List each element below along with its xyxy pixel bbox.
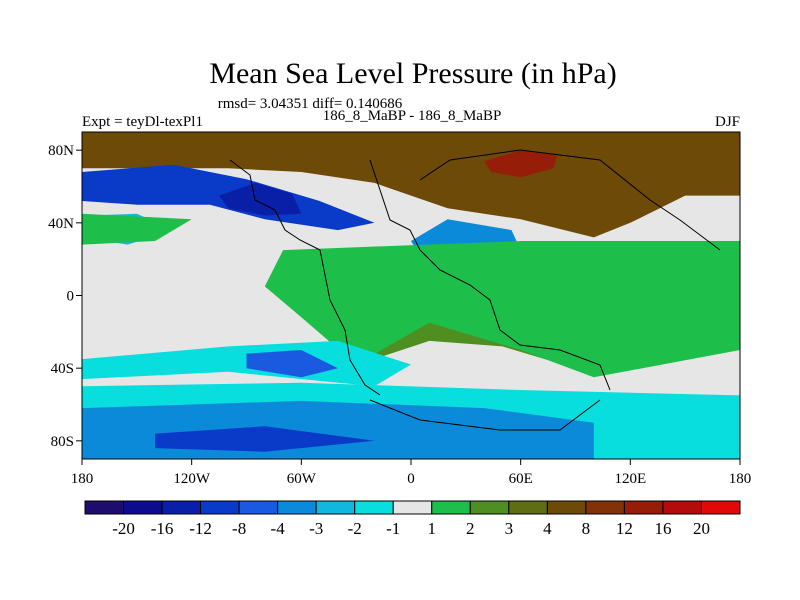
colorbar-swatch bbox=[277, 500, 317, 515]
colorbar-level-label: 20 bbox=[693, 519, 710, 538]
colorbar-level-label: -20 bbox=[112, 519, 135, 538]
x-tick-label: 60E bbox=[509, 471, 533, 487]
colorbar-level-label: -1 bbox=[386, 519, 400, 538]
colorbar-swatch bbox=[623, 500, 664, 515]
colorbar-swatch bbox=[662, 500, 702, 515]
colorbar-swatch bbox=[315, 500, 356, 515]
colorbar-level-label: 2 bbox=[466, 519, 475, 538]
colorbar-swatch bbox=[469, 500, 510, 515]
colorbar-level-label: 8 bbox=[582, 519, 591, 538]
season-label: DJF bbox=[715, 114, 740, 130]
region-positive-nw-green bbox=[82, 213, 192, 245]
region-negative-southern-core bbox=[155, 426, 375, 452]
colorbar-swatch bbox=[508, 500, 548, 515]
colorbar-level-label: -12 bbox=[189, 519, 212, 538]
colorbar-swatch bbox=[354, 500, 394, 515]
region-positive-12-16-siberia bbox=[484, 150, 558, 178]
x-tick-label: 60W bbox=[287, 471, 317, 487]
colorbar-level-label: 4 bbox=[543, 519, 552, 538]
experiment-label: Expt = teyDl-texPl1 bbox=[82, 114, 203, 130]
comparison-label: 186_8_MaBP - 186_8_MaBP bbox=[323, 108, 502, 124]
coastline-africa-europe bbox=[369, 159, 611, 391]
region-negative-south-core bbox=[246, 350, 338, 378]
region-positive-africa-green bbox=[264, 241, 740, 378]
colorbar-labels: -20 -16 -12 -8 -4 -3 -2 -1 1 2 3 4 8 12 16 20 bbox=[112, 519, 710, 538]
colorbar-swatch bbox=[585, 500, 625, 515]
x-tick-label: 0 bbox=[407, 471, 415, 487]
chart-title: Mean Sea Level Pressure (in hPa) bbox=[209, 57, 616, 90]
colorbar-swatch bbox=[546, 500, 587, 515]
contour-regions bbox=[82, 132, 740, 459]
colorbar-level-label: -8 bbox=[232, 519, 246, 538]
colorbar-level-label: 1 bbox=[428, 519, 437, 538]
colorbar-swatch bbox=[431, 500, 471, 515]
y-tick-label: 40S bbox=[51, 361, 74, 377]
coastline-asia bbox=[419, 149, 721, 251]
stats-label: rmsd= 3.04351 diff= 0.140686 bbox=[218, 96, 403, 112]
coastline-australia bbox=[369, 399, 601, 431]
colorbar-level-label: -3 bbox=[309, 519, 323, 538]
x-axis: 180 120W 60W 0 60E 120E 180 bbox=[71, 459, 752, 487]
region-negative-core-north bbox=[219, 182, 302, 216]
colorbar-swatch bbox=[238, 500, 279, 515]
colorbar-level-label: 12 bbox=[616, 519, 633, 538]
colorbar-swatch bbox=[123, 500, 163, 515]
plot-area bbox=[81, 131, 741, 460]
coastline bbox=[229, 149, 721, 431]
x-tick-label: 180 bbox=[729, 471, 752, 487]
y-tick-label: 40N bbox=[48, 216, 74, 232]
colorbar-swatch bbox=[700, 500, 741, 515]
colorbar-level-label: -2 bbox=[348, 519, 362, 538]
colorbar-swatch bbox=[161, 500, 202, 515]
colorbar-swatch bbox=[392, 500, 433, 515]
x-tick-label: 180 bbox=[71, 471, 94, 487]
colorbar-swatch bbox=[84, 500, 125, 515]
colorbar-level-label: 16 bbox=[654, 519, 671, 538]
colorbar-level-label: -16 bbox=[151, 519, 174, 538]
region-positive-8-12-north bbox=[82, 132, 740, 238]
coastline-americas bbox=[229, 159, 381, 396]
x-tick-label: 120W bbox=[173, 471, 211, 487]
colorbar-level-label: 3 bbox=[505, 519, 514, 538]
colorbar-level-label: -4 bbox=[271, 519, 286, 538]
y-axis: 80N 40N 0 40S 80S bbox=[48, 143, 82, 450]
y-tick-label: 0 bbox=[67, 289, 75, 305]
colorbar-swatch bbox=[200, 500, 240, 515]
x-tick-label: 120E bbox=[614, 471, 646, 487]
colorbar bbox=[84, 500, 741, 515]
y-tick-label: 80N bbox=[48, 143, 74, 159]
y-tick-label: 80S bbox=[51, 434, 74, 450]
